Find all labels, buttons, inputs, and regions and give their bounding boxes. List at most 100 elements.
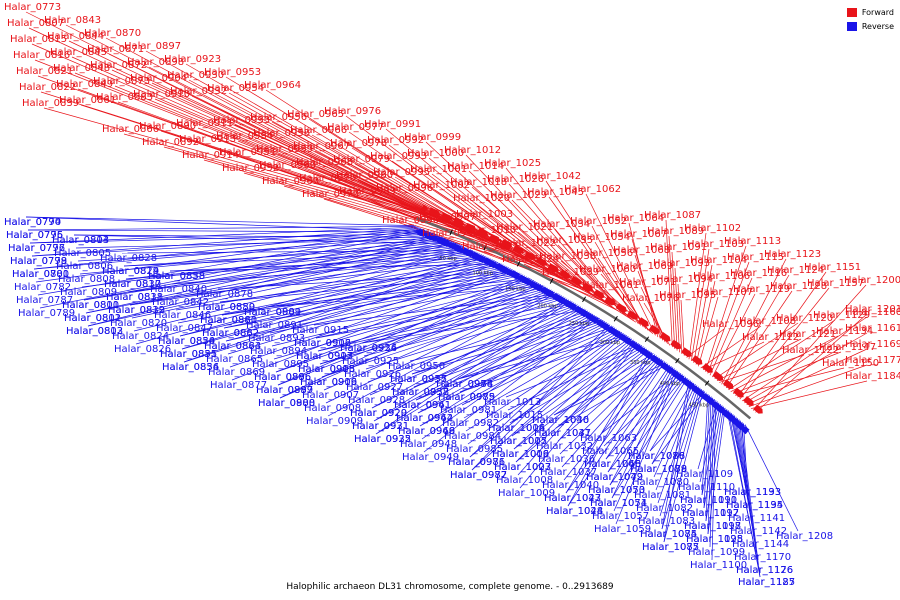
reverse-gene-label: Halar_0805 (54, 248, 111, 259)
forward-gene-label: Halar_1022 (499, 238, 556, 249)
reverse-gene-arrow (602, 323, 610, 331)
forward-gene-label: Halar_1000 (407, 148, 464, 159)
forward-gene-arrow (726, 382, 734, 390)
reverse-gene-label: Halar_1077 (642, 542, 699, 553)
leader-line (511, 199, 627, 317)
leader-line (417, 313, 594, 414)
forward-gene-arrow (528, 253, 536, 261)
reverse-gene-label: Halar_0908 (304, 403, 361, 414)
leader-line (154, 98, 485, 239)
reverse-gene-label: Halar_0915 (292, 325, 349, 336)
reverse-gene-label: Halar_1144 (732, 539, 789, 550)
reverse-gene-arrow (697, 390, 705, 398)
forward-gene-label: Halar_1089 (647, 226, 704, 237)
leader-line (469, 324, 611, 458)
forward-gene-label: Halar_1095 (659, 290, 716, 301)
reverse-gene-label: Halar_0820 (110, 318, 167, 329)
forward-gene-arrow (505, 241, 513, 249)
forward-gene-label: Halar_1010 (459, 225, 516, 236)
leader-line (561, 357, 661, 468)
leader-line (415, 312, 592, 401)
forward-gene-arrow (552, 265, 559, 273)
forward-gene-label: Halar_1060 (579, 264, 636, 275)
reverse-gene-arrow (656, 359, 664, 367)
leader-line (735, 367, 845, 396)
leader-line (131, 247, 468, 319)
reverse-gene-arrow (737, 423, 745, 431)
leader-line (553, 353, 654, 416)
forward-gene-label: Halar_0959 (256, 144, 313, 155)
reverse-gene-arrow (649, 354, 659, 363)
reverse-gene-label: Halar_1032 (536, 441, 593, 452)
leader-line (548, 196, 642, 326)
leader-line (705, 245, 747, 372)
reverse-gene-label: Halar_0880 (198, 302, 255, 313)
reverse-gene-label: Halar_1080 (632, 477, 689, 488)
reverse-gene-arrow (666, 366, 675, 375)
forward-gene-arrow (685, 350, 692, 358)
forward-gene-label: Halar_0954 (207, 83, 264, 94)
reverse-gene-label: Halar_1072 (586, 472, 643, 483)
kbp-ticks: 50 kbp 100 kbp 150 kbp 200 kbp 250 kbp 300 kb… (439, 229, 710, 409)
leader-line (265, 285, 545, 308)
reverse-gene-label: Halar_0836 (162, 362, 219, 373)
reverse-gene-arrow (645, 352, 653, 360)
leader-line (703, 405, 723, 509)
forward-gene-label: Halar_1157 (807, 278, 864, 289)
reverse-gene-label: Halar_0929 (350, 408, 407, 419)
reverse-gene-arrow (580, 310, 588, 318)
reverse-gene-label: Halar_0796 (6, 230, 63, 241)
leader-line (169, 256, 488, 272)
leader-line (123, 244, 461, 267)
reverse-gene-label: Halar_0819 (108, 305, 165, 316)
leader-line (367, 304, 578, 383)
leader-line (563, 276, 637, 323)
reverse-gene-label: Halar_0797 (8, 243, 65, 254)
reverse-gene-label: Halar_0811 (64, 313, 121, 324)
reverse-gene-label: Halar_1125 (686, 534, 743, 545)
reverse-gene-label: Halar_0946 (398, 426, 455, 437)
reverse-gene-arrow (741, 426, 750, 435)
forward-gene-label: Halar_1069 (616, 261, 673, 272)
reverse-gene-label: Halar_1007 (494, 462, 551, 473)
forward-gene-label: Halar_1052 (570, 216, 627, 227)
leader-line (723, 274, 790, 387)
leader-line (361, 309, 587, 344)
leader-line (31, 43, 426, 214)
reverse-gene-label: Halar_0920 (350, 408, 407, 419)
forward-gene-label: Halar_1108 (739, 316, 796, 327)
leader-line (25, 216, 429, 232)
forward-gene-label: Halar_0999 (404, 132, 461, 143)
leader-line (688, 232, 707, 360)
tick-label: 350 kbp (630, 360, 650, 366)
reverse-gene-label: Halar_1092 (682, 508, 739, 519)
forward-gene-label: Halar_0913 (179, 134, 236, 145)
forward-gene-arrow (609, 298, 616, 306)
reverse-gene-label: Halar_0869 (208, 367, 265, 378)
leader-line (668, 235, 676, 349)
forward-gene-label: Halar_1034 (533, 219, 590, 230)
reverse-gene-label: Halar_0829 (102, 266, 159, 277)
leader-line (87, 242, 457, 327)
reverse-gene-label: Halar_0916 (294, 338, 351, 349)
leader-line (31, 233, 435, 257)
leader-line (728, 319, 836, 391)
forward-gene-label: Halar_1018 (450, 177, 507, 188)
leader-line (721, 258, 787, 385)
tick-mark (613, 315, 618, 322)
forward-gene-arrow (517, 247, 524, 255)
leader-line (712, 293, 756, 378)
forward-gene-label: Halar_0991 (364, 119, 421, 130)
leader-line (609, 376, 687, 486)
reverse-gene-label: Halar_0896 (254, 372, 311, 383)
leader-line (459, 327, 616, 393)
reverse-gene-label: Halar_0838 (148, 271, 205, 282)
reverse-gene-label: Halar_1176 (736, 565, 793, 576)
reverse-gene-label: Halar_1099 (688, 547, 745, 558)
forward-gene-label: Halar_1106 (693, 271, 750, 282)
reverse-gene-arrow (727, 414, 736, 422)
leader-line (585, 193, 656, 336)
forward-gene-arrow (706, 366, 713, 373)
reverse-gene-label: Halar_0985 (446, 444, 503, 455)
